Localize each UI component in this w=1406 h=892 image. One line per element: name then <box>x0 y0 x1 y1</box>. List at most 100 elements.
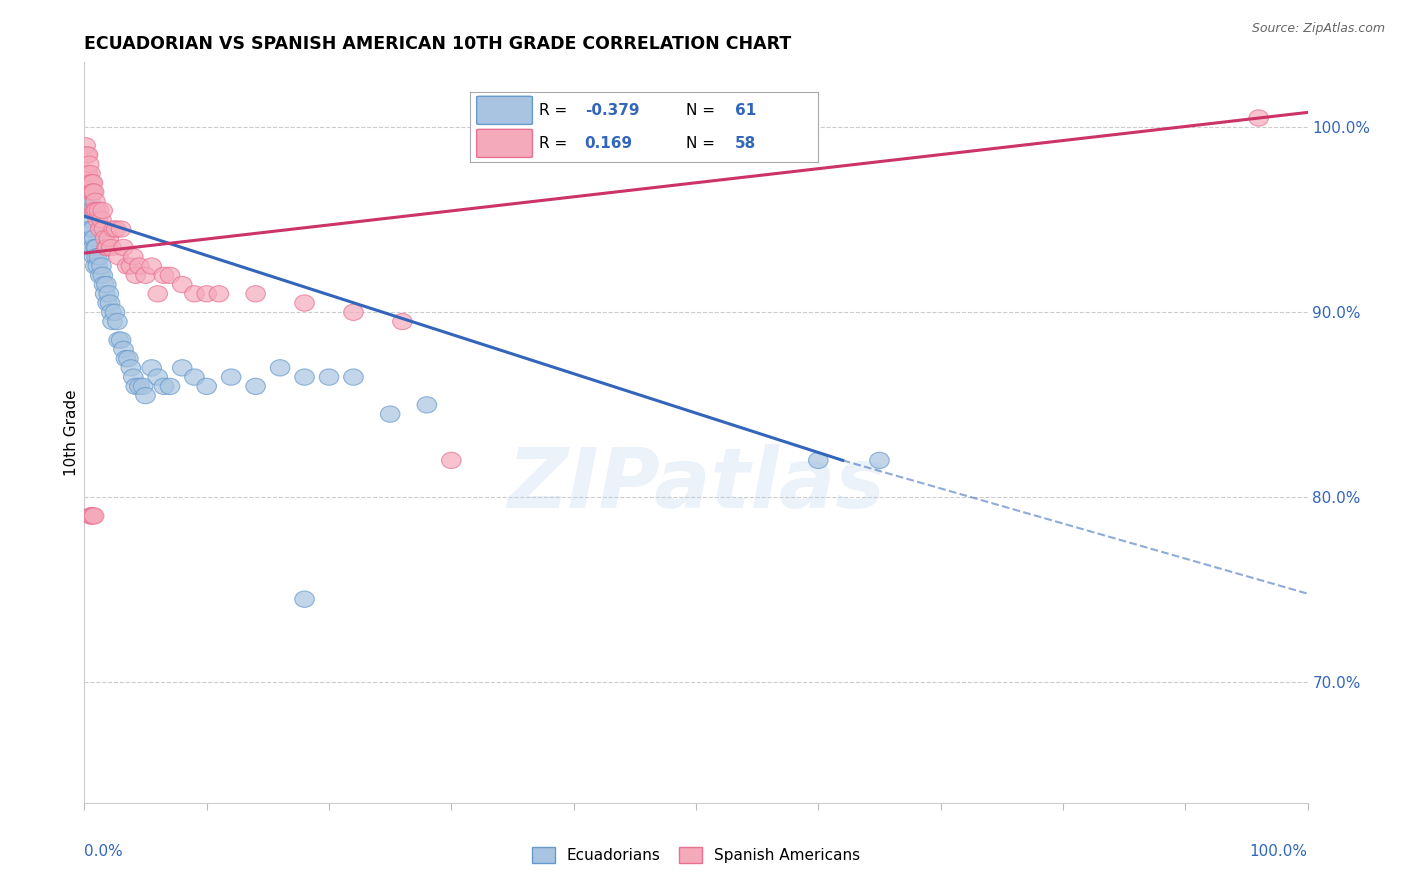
Ellipse shape <box>1249 110 1268 126</box>
Ellipse shape <box>83 221 103 237</box>
Ellipse shape <box>83 175 103 191</box>
Ellipse shape <box>148 369 167 385</box>
Ellipse shape <box>173 277 193 293</box>
Ellipse shape <box>121 359 141 376</box>
Ellipse shape <box>101 304 121 320</box>
Text: ZIPatlas: ZIPatlas <box>508 444 884 525</box>
Ellipse shape <box>136 267 155 284</box>
Ellipse shape <box>91 211 111 228</box>
Ellipse shape <box>90 221 110 237</box>
Ellipse shape <box>93 202 112 219</box>
Ellipse shape <box>101 239 121 256</box>
Ellipse shape <box>108 249 128 265</box>
Text: ECUADORIAN VS SPANISH AMERICAN 10TH GRADE CORRELATION CHART: ECUADORIAN VS SPANISH AMERICAN 10TH GRAD… <box>84 35 792 53</box>
Ellipse shape <box>79 202 98 219</box>
Ellipse shape <box>86 193 105 210</box>
Ellipse shape <box>142 258 162 274</box>
Ellipse shape <box>870 452 889 468</box>
Ellipse shape <box>418 397 437 413</box>
Ellipse shape <box>89 249 108 265</box>
Ellipse shape <box>98 295 117 311</box>
Ellipse shape <box>114 341 134 358</box>
Text: 0.0%: 0.0% <box>84 844 124 858</box>
Ellipse shape <box>94 221 114 237</box>
Ellipse shape <box>80 175 98 191</box>
Ellipse shape <box>107 221 127 237</box>
Ellipse shape <box>87 249 107 265</box>
Ellipse shape <box>111 221 131 237</box>
Ellipse shape <box>343 369 363 385</box>
Ellipse shape <box>87 202 107 219</box>
Ellipse shape <box>197 378 217 394</box>
Ellipse shape <box>82 230 101 246</box>
Ellipse shape <box>295 591 315 607</box>
Ellipse shape <box>392 313 412 330</box>
Ellipse shape <box>79 147 98 163</box>
Ellipse shape <box>98 285 118 302</box>
Ellipse shape <box>381 406 399 422</box>
Ellipse shape <box>94 277 114 293</box>
Ellipse shape <box>97 277 117 293</box>
Ellipse shape <box>77 184 97 200</box>
Ellipse shape <box>76 137 96 154</box>
Ellipse shape <box>83 239 103 256</box>
Ellipse shape <box>319 369 339 385</box>
Ellipse shape <box>103 313 122 330</box>
Ellipse shape <box>84 184 104 200</box>
Ellipse shape <box>80 156 98 172</box>
Ellipse shape <box>343 304 363 320</box>
Ellipse shape <box>808 452 828 468</box>
Ellipse shape <box>160 378 180 394</box>
Ellipse shape <box>96 230 115 246</box>
Ellipse shape <box>127 267 146 284</box>
Ellipse shape <box>124 369 143 385</box>
Ellipse shape <box>84 230 104 246</box>
Ellipse shape <box>129 258 149 274</box>
Ellipse shape <box>80 221 100 237</box>
Ellipse shape <box>90 267 110 284</box>
Ellipse shape <box>84 202 104 219</box>
Ellipse shape <box>124 249 143 265</box>
Ellipse shape <box>96 285 115 302</box>
Ellipse shape <box>117 258 136 274</box>
Ellipse shape <box>129 378 149 394</box>
Ellipse shape <box>89 202 108 219</box>
Ellipse shape <box>142 359 162 376</box>
Ellipse shape <box>80 165 100 182</box>
Ellipse shape <box>77 165 97 182</box>
Ellipse shape <box>108 332 128 348</box>
Ellipse shape <box>121 258 141 274</box>
Ellipse shape <box>77 147 97 163</box>
Ellipse shape <box>84 508 104 524</box>
Ellipse shape <box>80 184 100 200</box>
Ellipse shape <box>105 304 125 320</box>
Ellipse shape <box>197 285 217 302</box>
Ellipse shape <box>98 239 117 256</box>
Ellipse shape <box>441 452 461 468</box>
Ellipse shape <box>80 202 98 219</box>
Ellipse shape <box>86 258 105 274</box>
Text: Source: ZipAtlas.com: Source: ZipAtlas.com <box>1251 22 1385 36</box>
Ellipse shape <box>155 378 174 394</box>
Ellipse shape <box>270 359 290 376</box>
Ellipse shape <box>173 359 193 376</box>
Ellipse shape <box>111 332 131 348</box>
Ellipse shape <box>104 221 124 237</box>
Ellipse shape <box>184 369 204 385</box>
Ellipse shape <box>97 239 117 256</box>
Y-axis label: 10th Grade: 10th Grade <box>63 389 79 476</box>
Ellipse shape <box>86 239 105 256</box>
Ellipse shape <box>82 508 101 524</box>
Ellipse shape <box>79 165 98 182</box>
Ellipse shape <box>91 258 111 274</box>
Ellipse shape <box>83 184 103 200</box>
Ellipse shape <box>160 267 180 284</box>
Ellipse shape <box>82 202 101 219</box>
Legend: Ecuadorians, Spanish Americans: Ecuadorians, Spanish Americans <box>526 841 866 869</box>
Ellipse shape <box>87 239 107 256</box>
Ellipse shape <box>117 351 136 367</box>
Ellipse shape <box>246 285 266 302</box>
Ellipse shape <box>82 175 101 191</box>
Ellipse shape <box>246 378 266 394</box>
Ellipse shape <box>80 193 100 210</box>
